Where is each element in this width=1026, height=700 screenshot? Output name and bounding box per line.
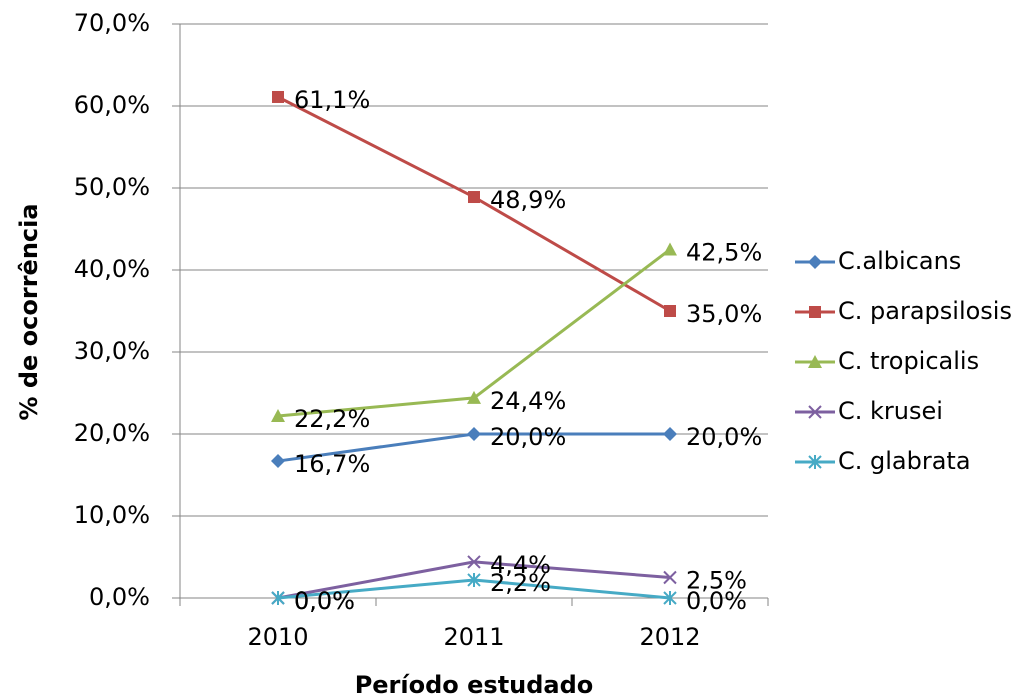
legend-label: C. tropicalis	[838, 347, 979, 375]
data-label: 20,0%	[490, 423, 566, 451]
y-tick-label: 10,0%	[74, 501, 150, 529]
marker	[271, 454, 285, 469]
series-line	[277, 95, 671, 313]
marker	[808, 455, 822, 469]
y-axis-title: % de ocorrência	[15, 203, 43, 420]
marker	[467, 555, 481, 569]
x-tick-label: 2011	[443, 623, 504, 651]
legend-label: C. glabrata	[838, 447, 971, 475]
y-tick-label: 20,0%	[74, 419, 150, 447]
marker	[809, 306, 821, 318]
x-axis-title: Período estudado	[355, 671, 594, 699]
data-label: 0,0%	[686, 587, 747, 615]
marker	[663, 570, 677, 585]
marker	[468, 191, 480, 204]
marker	[467, 427, 481, 441]
data-label: 4,4%	[490, 551, 551, 579]
x-tick-label: 2012	[639, 623, 700, 651]
data-label: 42,5%	[686, 239, 762, 267]
marker	[272, 90, 284, 103]
legend-label: C. parapsilosis	[838, 297, 1012, 325]
data-label: 24,4%	[490, 387, 566, 415]
marker	[808, 355, 822, 368]
y-tick-label: 60,0%	[74, 91, 150, 119]
data-label: 22,2%	[294, 405, 370, 433]
data-label: 2,2%	[490, 569, 551, 597]
marker	[467, 390, 481, 404]
marker	[808, 405, 822, 419]
legend-label: C.albicans	[838, 247, 961, 275]
data-label: 35,0%	[686, 300, 762, 328]
y-tick-label: 40,0%	[74, 255, 150, 283]
data-label: 16,7%	[294, 450, 370, 478]
marker	[808, 255, 822, 269]
y-tick-label: 50,0%	[74, 173, 150, 201]
marker	[663, 591, 677, 605]
marker	[664, 305, 676, 317]
marker	[271, 591, 285, 605]
data-label: 20,0%	[686, 423, 762, 451]
y-tick-label: 0,0%	[89, 583, 150, 611]
marker	[663, 242, 677, 256]
marker	[467, 572, 481, 587]
data-label: 0,0%	[294, 587, 355, 615]
y-tick-label: 30,0%	[74, 337, 150, 365]
x-tick-label: 2010	[247, 623, 308, 651]
data-label: 2,5%	[686, 567, 747, 595]
marker	[663, 427, 677, 441]
y-tick-label: 70,0%	[74, 9, 150, 37]
marker	[271, 408, 285, 422]
legend-label: C. krusei	[838, 397, 943, 425]
data-label: 61,1%	[294, 86, 370, 114]
data-label: 48,9%	[490, 186, 566, 214]
